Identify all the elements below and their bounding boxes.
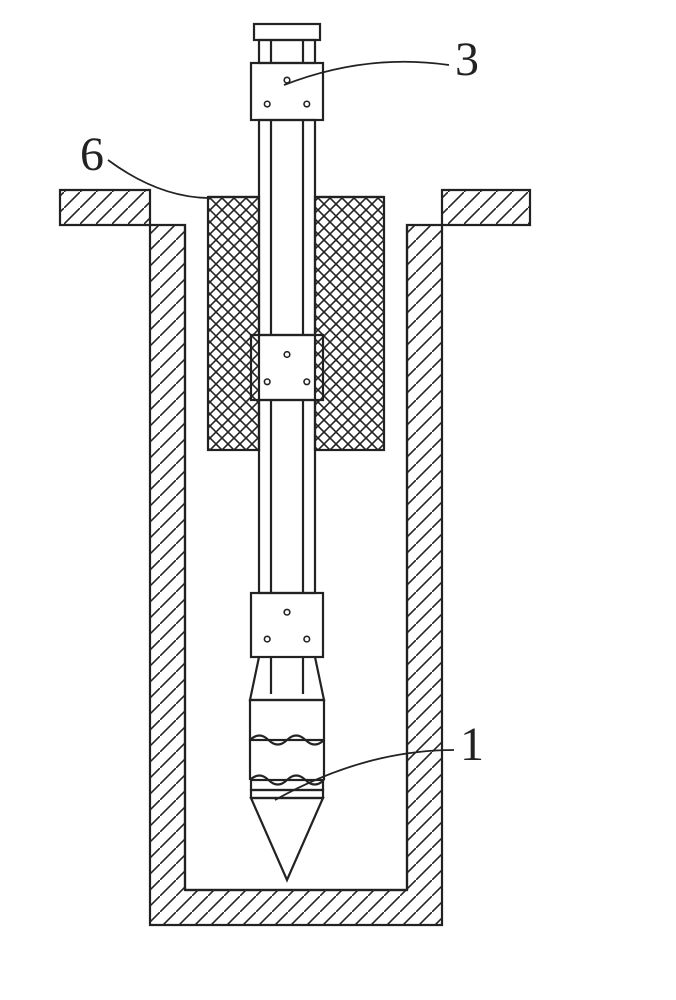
earth-section bbox=[60, 190, 530, 925]
packing-left bbox=[208, 197, 259, 450]
label-1: 1 bbox=[460, 718, 484, 771]
label-3: 3 bbox=[455, 33, 479, 86]
leader-3 bbox=[284, 62, 449, 85]
drill-string bbox=[250, 24, 324, 880]
packing-right bbox=[315, 197, 384, 450]
label-6: 6 bbox=[80, 128, 104, 181]
